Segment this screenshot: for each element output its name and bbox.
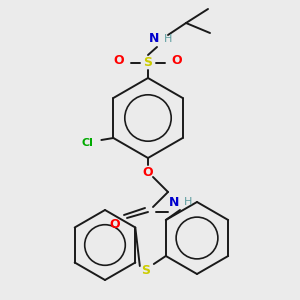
Text: O: O [114, 55, 124, 68]
Text: Cl: Cl [81, 138, 93, 148]
Text: N: N [149, 32, 159, 46]
Text: O: O [110, 218, 120, 230]
Text: O: O [172, 55, 182, 68]
Text: O: O [143, 166, 153, 178]
Text: S: S [141, 263, 150, 277]
Text: S: S [143, 56, 152, 70]
Text: H: H [164, 34, 172, 44]
Text: H: H [184, 197, 192, 207]
Text: N: N [169, 196, 179, 208]
